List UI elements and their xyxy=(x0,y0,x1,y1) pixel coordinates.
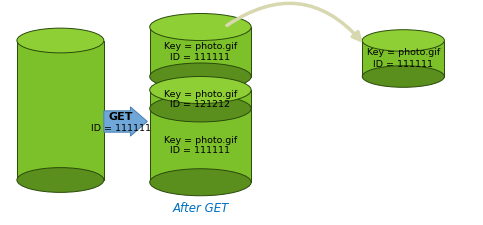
Text: ID = 111111: ID = 111111 xyxy=(373,60,433,69)
Text: Key = photo.gif: Key = photo.gif xyxy=(367,48,440,57)
Polygon shape xyxy=(362,40,444,76)
Text: GET: GET xyxy=(109,112,133,122)
Ellipse shape xyxy=(17,168,104,192)
Text: ID = 111111: ID = 111111 xyxy=(170,146,230,155)
Ellipse shape xyxy=(150,63,251,90)
Ellipse shape xyxy=(17,28,104,53)
Text: Key = photo.gif: Key = photo.gif xyxy=(164,136,237,145)
Text: After GET: After GET xyxy=(172,202,228,215)
Ellipse shape xyxy=(150,169,251,196)
Polygon shape xyxy=(150,90,251,182)
Text: ID = 111111: ID = 111111 xyxy=(91,124,151,133)
Ellipse shape xyxy=(362,66,444,87)
Polygon shape xyxy=(17,40,104,180)
FancyArrowPatch shape xyxy=(227,3,360,40)
Text: ID = 121212: ID = 121212 xyxy=(170,100,230,109)
Ellipse shape xyxy=(150,95,251,122)
Polygon shape xyxy=(150,27,251,76)
Text: Key = photo.gif: Key = photo.gif xyxy=(164,90,237,99)
Text: ID = 111111: ID = 111111 xyxy=(170,53,230,62)
Text: Key = photo.gif: Key = photo.gif xyxy=(164,42,237,51)
Ellipse shape xyxy=(150,76,251,104)
Ellipse shape xyxy=(362,30,444,51)
Ellipse shape xyxy=(150,14,251,40)
FancyArrow shape xyxy=(104,107,147,136)
